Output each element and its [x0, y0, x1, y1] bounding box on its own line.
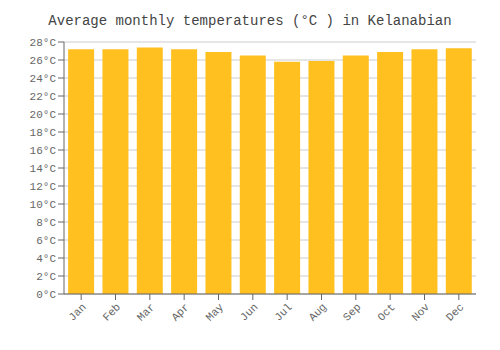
svg-text:4°C: 4°C: [36, 253, 56, 265]
svg-text:14°C: 14°C: [30, 163, 57, 175]
svg-text:Dec: Dec: [444, 301, 466, 323]
svg-text:16°C: 16°C: [30, 145, 57, 157]
svg-text:2°C: 2°C: [36, 271, 56, 283]
svg-text:Jul: Jul: [272, 301, 294, 323]
svg-text:26°C: 26°C: [30, 55, 57, 67]
svg-text:Feb: Feb: [101, 301, 123, 323]
svg-text:6°C: 6°C: [36, 235, 56, 247]
svg-text:May: May: [204, 301, 227, 324]
svg-text:Mar: Mar: [135, 301, 157, 323]
svg-text:Jan: Jan: [66, 301, 88, 323]
svg-text:Apr: Apr: [169, 301, 191, 323]
svg-text:12°C: 12°C: [30, 181, 57, 193]
svg-text:28°C: 28°C: [30, 37, 57, 49]
svg-text:18°C: 18°C: [30, 127, 57, 139]
svg-text:22°C: 22°C: [30, 91, 57, 103]
svg-text:Nov: Nov: [410, 301, 433, 324]
svg-text:20°C: 20°C: [30, 109, 57, 121]
svg-text:Jun: Jun: [238, 301, 260, 323]
svg-text:10°C: 10°C: [30, 199, 57, 211]
svg-text:Oct: Oct: [375, 301, 397, 323]
svg-text:Sep: Sep: [341, 301, 363, 323]
svg-text:24°C: 24°C: [30, 73, 57, 85]
svg-text:0°C: 0°C: [36, 289, 56, 301]
svg-text:Aug: Aug: [307, 301, 329, 323]
svg-text:8°C: 8°C: [36, 217, 56, 229]
html-text:Average monthly temperatures (: Average monthly temperatures (°C ) in Ke…: [48, 13, 452, 29]
